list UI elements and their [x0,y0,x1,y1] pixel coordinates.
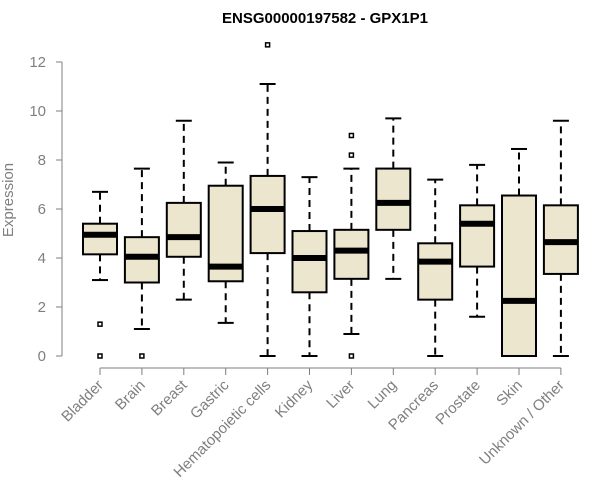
x-tick-label: Lung [365,377,401,413]
iqr-box [459,204,496,268]
y-axis: 0 2 4 6 8 10 12 [29,54,63,365]
iqr-box [165,201,202,258]
outlier-point [264,42,271,48]
iqr-box [417,242,454,301]
x-tick-label: Brain [112,377,149,414]
iqr-box [82,222,118,256]
box-bladder [82,190,118,359]
iqr-box [123,236,160,284]
outlier-point [97,353,103,359]
box-pancreas [417,178,454,357]
box-unknown-other [542,119,579,357]
y-tick-label: 6 [38,201,46,218]
x-tick-label: Liver [323,377,358,412]
iqr-box [375,167,412,231]
y-tick-label: 2 [38,299,46,316]
x-tick-label: Kidney [272,376,317,421]
box-gastric [207,161,244,324]
y-tick-label: 12 [29,54,46,71]
outlier-point [139,353,145,359]
iqr-box [249,174,286,255]
x-tick-label: Breast [148,376,191,419]
box-hematopoietic-cells [249,42,286,357]
chart-title: ENSG00000197582 - GPX1P1 [222,10,428,27]
box-liver [333,132,370,359]
iqr-box [291,230,328,294]
outlier-point [97,321,103,327]
outlier-point [348,132,355,139]
box-skin [501,147,537,357]
outlier-point [348,353,355,359]
y-tick-label: 10 [29,103,46,120]
box-lung [375,117,412,280]
y-axis-label: Expression [0,163,17,237]
box-breast [165,119,202,301]
plot-area [82,42,579,359]
iqr-box [501,194,537,357]
box-prostate [459,163,496,318]
y-tick-label: 4 [38,250,46,267]
x-tick-label: Bladder [58,377,107,426]
y-tick-label: 0 [38,348,46,365]
box-brain [123,167,160,359]
x-tick-label: Skin [493,377,526,410]
outlier-point [348,152,355,158]
x-tick-label: Prostate [432,377,484,429]
box-kidney [291,176,328,357]
iqr-box [333,228,370,280]
y-tick-label: 8 [38,152,46,169]
